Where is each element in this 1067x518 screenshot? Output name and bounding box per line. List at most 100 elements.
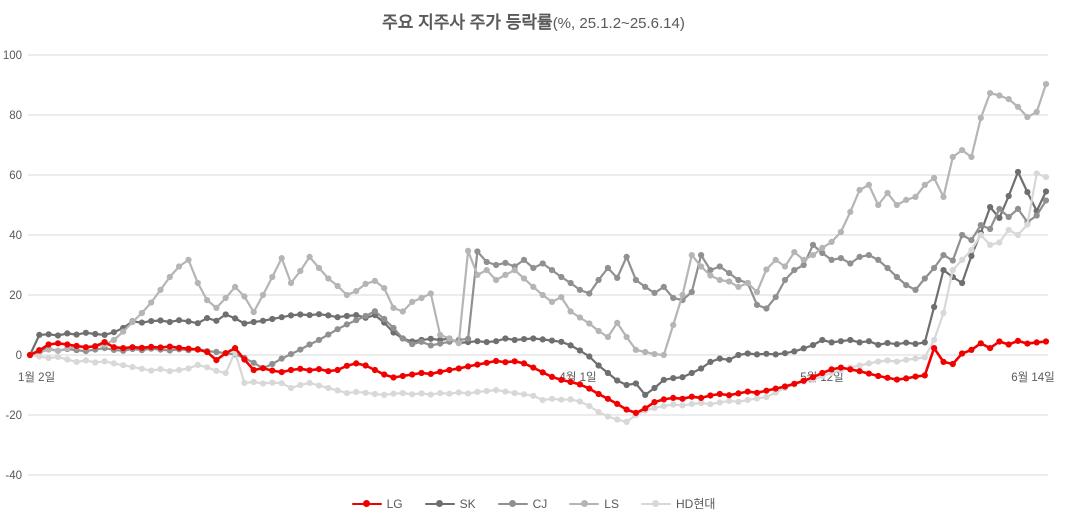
data-point xyxy=(204,297,211,304)
series-HD현대 xyxy=(26,170,1050,425)
data-point xyxy=(698,263,705,270)
data-point xyxy=(259,380,267,387)
data-point xyxy=(73,331,80,338)
data-point xyxy=(353,388,360,395)
data-point xyxy=(586,290,593,297)
data-point xyxy=(623,406,630,413)
data-point xyxy=(763,305,770,312)
data-point xyxy=(679,291,686,299)
data-point xyxy=(707,358,714,365)
data-point xyxy=(278,355,285,362)
data-point xyxy=(399,308,406,315)
y-tick-label: 100 xyxy=(3,50,22,62)
data-point xyxy=(278,255,285,262)
data-point xyxy=(996,205,1003,212)
data-point xyxy=(931,336,938,344)
data-point xyxy=(437,368,444,375)
data-point xyxy=(120,362,127,369)
data-point xyxy=(204,364,211,371)
data-point xyxy=(297,346,304,353)
data-point xyxy=(791,267,798,274)
data-point xyxy=(716,355,723,362)
data-point xyxy=(1005,192,1012,200)
data-point xyxy=(269,379,276,386)
data-point xyxy=(698,399,705,407)
data-point xyxy=(726,278,733,285)
data-point xyxy=(418,338,425,345)
data-point xyxy=(371,366,378,374)
data-point xyxy=(735,351,742,359)
data-point xyxy=(632,409,640,416)
data-point xyxy=(968,153,975,161)
data-point xyxy=(791,380,798,387)
legend-label: HD현대 xyxy=(675,497,716,511)
data-point xyxy=(623,253,630,260)
data-point xyxy=(287,312,295,319)
data-point xyxy=(110,329,117,336)
data-point xyxy=(222,369,229,377)
data-point xyxy=(334,314,341,321)
data-point xyxy=(45,331,52,338)
data-point xyxy=(987,345,994,352)
series-SK xyxy=(26,168,1050,398)
data-point xyxy=(716,263,723,270)
data-point xyxy=(371,277,378,284)
data-point xyxy=(26,351,34,359)
data-point xyxy=(213,367,220,374)
data-point xyxy=(474,338,481,345)
data-point xyxy=(427,335,434,342)
data-point xyxy=(1033,339,1040,346)
data-point xyxy=(1033,212,1040,219)
data-point xyxy=(688,400,695,407)
legend-label: LG xyxy=(386,496,403,511)
data-point xyxy=(576,314,584,321)
x-axis-label: 6월 14일 xyxy=(1011,370,1055,384)
data-point xyxy=(493,261,500,269)
data-point xyxy=(1033,108,1040,116)
data-point xyxy=(287,384,295,392)
data-point xyxy=(483,258,490,266)
data-point xyxy=(204,348,211,356)
data-point xyxy=(148,299,155,306)
data-point xyxy=(138,344,145,351)
data-point xyxy=(45,346,52,353)
data-point xyxy=(325,331,332,338)
data-point xyxy=(157,344,164,351)
data-point xyxy=(698,394,705,401)
data-point xyxy=(576,286,584,293)
data-point xyxy=(893,376,901,383)
legend-marker-icon xyxy=(497,500,528,508)
y-tick-label: 80 xyxy=(9,110,22,122)
data-point xyxy=(959,279,966,287)
data-point xyxy=(558,338,565,345)
chart-title-period: (%, 25.1.2~25.6.14) xyxy=(552,15,685,32)
data-point xyxy=(325,384,332,392)
data-point xyxy=(828,256,835,263)
series-LG xyxy=(26,337,1050,416)
data-point xyxy=(604,333,612,341)
data-point xyxy=(865,338,873,345)
data-point xyxy=(548,267,556,274)
data-point xyxy=(632,346,640,353)
data-point xyxy=(493,276,500,284)
data-point xyxy=(511,336,518,344)
legend-item-LG: LG xyxy=(351,496,403,511)
data-point xyxy=(446,366,453,374)
data-point xyxy=(334,282,341,290)
data-point xyxy=(232,345,239,352)
data-point xyxy=(921,372,928,379)
data-point xyxy=(744,350,751,357)
data-point xyxy=(493,338,500,345)
data-point xyxy=(977,340,984,347)
data-point xyxy=(54,354,62,361)
data-point xyxy=(856,186,863,194)
data-point xyxy=(390,390,397,397)
data-point xyxy=(250,359,257,366)
data-point xyxy=(166,273,173,281)
data-point xyxy=(250,366,257,374)
data-point xyxy=(306,253,313,260)
data-point xyxy=(148,367,155,374)
data-point xyxy=(511,267,518,274)
data-point xyxy=(278,380,285,387)
data-point xyxy=(418,294,425,302)
